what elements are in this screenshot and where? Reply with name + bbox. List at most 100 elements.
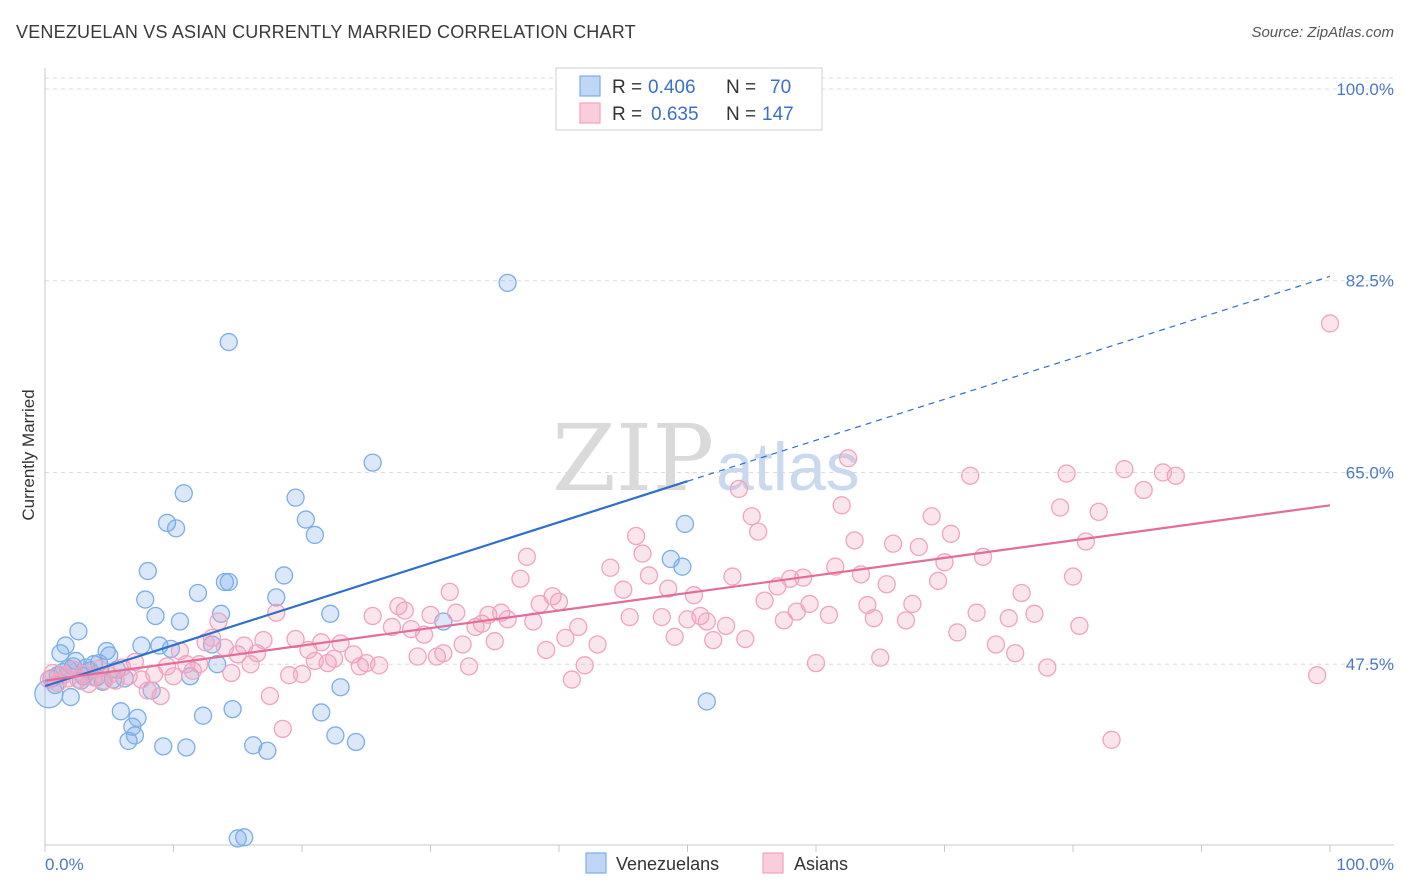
asian-point xyxy=(832,496,851,515)
asian-point xyxy=(549,592,569,611)
venezuelan-point xyxy=(305,525,325,545)
asian-point xyxy=(485,632,504,651)
asian-point xyxy=(1063,567,1083,586)
asian-point xyxy=(1166,466,1185,485)
venezuelan-point xyxy=(69,622,88,641)
venezuelan-point xyxy=(215,572,235,592)
y-tick-label: 65.0% xyxy=(1346,463,1394,482)
venezuelan-point xyxy=(100,646,119,665)
asian-point xyxy=(1006,644,1025,663)
venezuelan-point xyxy=(258,741,277,760)
asian-point xyxy=(164,667,183,686)
venezuelan-point xyxy=(61,687,80,707)
asian-point xyxy=(684,586,704,605)
asian-point xyxy=(459,657,479,676)
series-legend-swatch-asians xyxy=(762,852,784,874)
venezuelan-point xyxy=(146,606,165,626)
asian-point xyxy=(241,655,260,674)
asian-point xyxy=(537,640,556,660)
asian-point xyxy=(819,605,838,625)
trend-lines xyxy=(44,275,1331,688)
asian-point xyxy=(273,719,292,739)
asian-point xyxy=(838,449,858,468)
asian-point xyxy=(967,603,986,622)
venezuelan-point xyxy=(286,488,305,507)
venezuelan-point xyxy=(188,583,208,603)
venezuelan-point xyxy=(125,726,145,745)
asian-point xyxy=(1057,464,1076,483)
asian-point xyxy=(260,686,280,706)
asian-point xyxy=(1308,666,1327,685)
asian-point xyxy=(209,612,228,631)
asian-point xyxy=(755,591,774,610)
asian-point xyxy=(806,653,826,673)
asian-point xyxy=(928,571,948,591)
legend-n-venezuelans: 70 xyxy=(770,77,791,98)
venezuelan-trend-line xyxy=(44,480,688,688)
asian-point xyxy=(1076,532,1095,551)
chart-title: VENEZUELAN VS ASIAN CURRENTLY MARRIED CO… xyxy=(16,22,636,42)
venezuelan-point xyxy=(274,566,294,585)
venezuelan-point xyxy=(498,273,517,293)
legend-r-label-asians: R = xyxy=(612,104,642,125)
asian-point xyxy=(845,531,864,550)
asian-point xyxy=(1038,658,1057,677)
asian-point xyxy=(883,534,903,553)
series-legend-venezuelans: Venezuelans xyxy=(616,854,719,874)
asian-point xyxy=(569,617,588,637)
x-tick-label-min: 0.0% xyxy=(45,855,84,874)
asian-point xyxy=(440,582,459,602)
series-legend: Venezuelans Asians xyxy=(585,852,848,874)
asian-point xyxy=(1102,730,1121,749)
x-tick-labels: 0.0% 100.0% xyxy=(45,855,1394,874)
venezuelan-point xyxy=(170,612,190,631)
asian-point xyxy=(665,627,684,646)
asian-point xyxy=(922,507,941,526)
venezuelan-point xyxy=(346,732,366,752)
asian-point xyxy=(363,606,382,626)
axes xyxy=(44,68,1394,852)
venezuelan-point xyxy=(154,737,173,756)
asian-point xyxy=(749,522,768,541)
asian-point xyxy=(697,612,716,631)
asian-point xyxy=(395,601,414,620)
asian-point xyxy=(292,664,312,684)
asian-point xyxy=(614,580,633,599)
y-tick-label: 82.5% xyxy=(1346,272,1394,291)
asian-point xyxy=(826,557,845,576)
venezuelan-point xyxy=(697,692,716,711)
watermark: ZIP atlas xyxy=(552,405,860,512)
asian-point xyxy=(948,623,967,642)
asian-point xyxy=(877,575,896,594)
asian-point xyxy=(1051,498,1070,517)
asian-point xyxy=(626,526,646,546)
asian-point xyxy=(447,603,466,622)
legend-n-asians: 147 xyxy=(762,104,794,125)
venezuelan-point xyxy=(363,453,382,472)
asian-point xyxy=(1012,583,1031,603)
legend-swatch-asians xyxy=(579,102,601,124)
asian-point xyxy=(871,648,890,667)
asian-point xyxy=(183,661,202,680)
asian-point xyxy=(659,579,678,598)
asian-point xyxy=(1320,314,1340,333)
venezuelan-point xyxy=(267,588,286,607)
series-legend-asians: Asians xyxy=(794,854,848,874)
asian-point xyxy=(941,524,961,543)
source-label: Source: ZipAtlas.com xyxy=(1251,24,1394,41)
asian-point xyxy=(151,686,170,706)
asian-point xyxy=(254,630,273,650)
venezuelan-point xyxy=(138,561,157,581)
venezuelan-point xyxy=(132,636,151,655)
asian-point xyxy=(1089,502,1108,522)
legend-r-asians: 0.635 xyxy=(651,104,699,125)
asian-point xyxy=(652,607,671,627)
y-tick-label: 100.0% xyxy=(1336,80,1394,99)
venezuelan-point xyxy=(177,738,196,757)
y-tick-label: 47.5% xyxy=(1346,655,1394,674)
asian-trend-line xyxy=(44,504,1331,682)
asian-point xyxy=(434,644,453,663)
venezuelan-point xyxy=(219,572,238,592)
y-tick-labels: 47.5% 65.0% 82.5% 100.0% xyxy=(1336,80,1394,674)
